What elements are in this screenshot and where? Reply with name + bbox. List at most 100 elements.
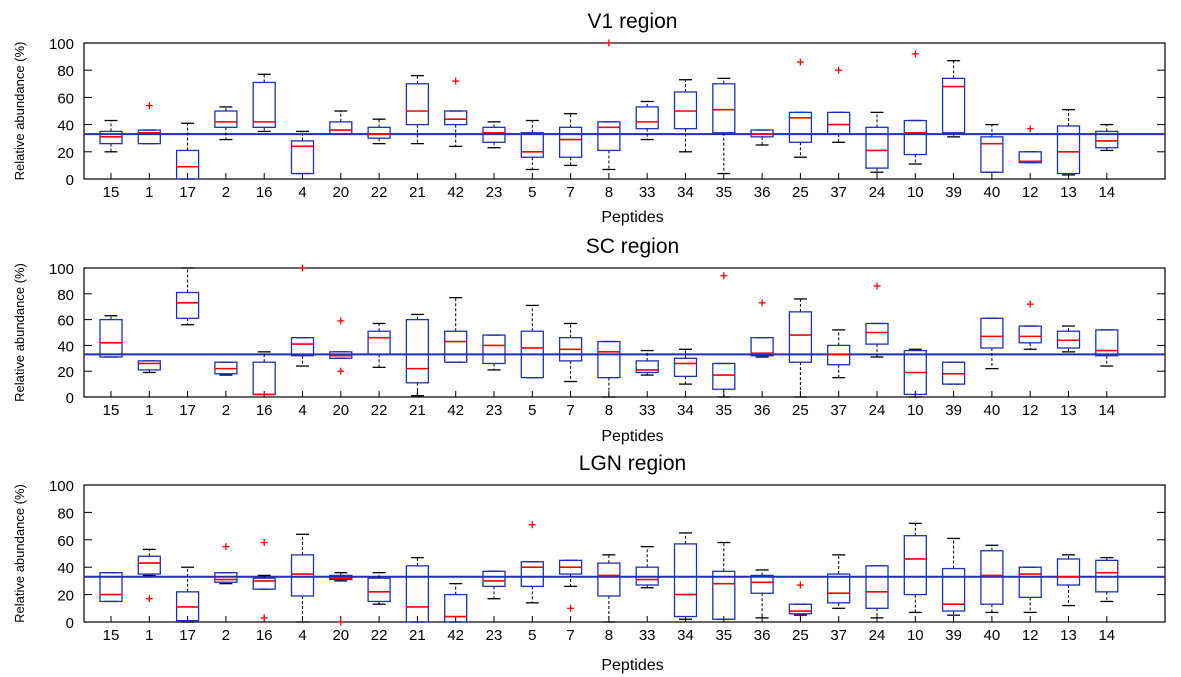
x-tick-label: 37 (830, 402, 847, 419)
box-iqr (252, 81, 276, 128)
y-tick-label: 0 (66, 172, 74, 189)
x-tick-label: 36 (754, 402, 771, 419)
x-tick-label: 33 (639, 184, 656, 201)
panel-title: LGN region (579, 452, 686, 475)
box-iqr (290, 554, 315, 597)
box-20: 20 (329, 572, 353, 644)
box-5: 5 (520, 521, 544, 644)
x-tick-label: 17 (179, 402, 196, 419)
x-tick-label: 1 (145, 184, 153, 201)
box-iqr (329, 121, 353, 135)
box-iqr (444, 593, 468, 623)
box-25: 25 (788, 581, 813, 644)
x-tick-label: 25 (792, 402, 809, 419)
box-iqr (214, 110, 238, 128)
x-tick-label: 5 (528, 402, 536, 419)
box-iqr (788, 111, 813, 143)
box-iqr (520, 561, 544, 588)
outlier-marker (260, 614, 268, 622)
y-tick-label: 20 (57, 145, 74, 162)
x-tick-label: 8 (605, 402, 613, 419)
x-tick-label: 13 (1060, 402, 1077, 419)
x-tick-label: 34 (677, 627, 694, 644)
x-tick-label: 25 (792, 627, 809, 644)
x-tick-label: 4 (298, 184, 306, 201)
box-iqr (673, 543, 698, 618)
x-tick-label: 21 (409, 184, 426, 201)
x-tick-label: 10 (907, 402, 924, 419)
box-12: 12 (1018, 300, 1042, 419)
x-tick-label: 40 (984, 184, 1001, 201)
outlier-marker (222, 543, 230, 551)
box-22: 22 (367, 572, 391, 644)
box-22: 22 (367, 118, 391, 201)
box-13: 13 (1056, 325, 1081, 419)
box-1: 1 (137, 548, 161, 644)
x-tick-label: 39 (945, 402, 962, 419)
axes-frame (83, 267, 1166, 398)
x-tick-label: 8 (605, 627, 613, 644)
box-iqr (1018, 325, 1042, 344)
x-tick-label: 33 (639, 402, 656, 419)
box-iqr (1056, 125, 1081, 175)
box-iqr (865, 126, 889, 169)
x-axis-label: Peptides (601, 428, 663, 445)
outlier-marker (796, 581, 804, 589)
panel-title: SC region (586, 235, 679, 258)
box-35: 35 (712, 272, 736, 419)
x-tick-label: 12 (1022, 402, 1039, 419)
x-tick-label: 35 (715, 184, 732, 201)
x-axis-label: Peptides (601, 657, 663, 674)
box-5: 5 (520, 304, 544, 419)
box-iqr (290, 337, 315, 357)
box-23: 23 (482, 570, 506, 644)
box-iqr (980, 550, 1004, 605)
box-8: 8 (597, 554, 621, 644)
axes-frame (83, 484, 1166, 623)
box-35: 35 (712, 77, 736, 201)
x-tick-label: 22 (371, 402, 388, 419)
y-tick-label: 100 (49, 261, 74, 278)
box-17: 17 (175, 267, 200, 419)
box-iqr (137, 129, 161, 145)
box-35: 35 (712, 541, 736, 644)
box-iqr (444, 110, 468, 126)
panel-3: LGN region 0 20 40 60 80 100 Relative abundance… (12, 452, 1166, 674)
box-iqr (137, 360, 161, 371)
x-tick-label: 2 (222, 184, 230, 201)
box-14: 14 (1095, 329, 1119, 419)
y-tick-label: 40 (57, 118, 74, 135)
x-tick-label: 42 (447, 184, 464, 201)
box-4: 4 (290, 264, 315, 419)
x-tick-label: 20 (332, 184, 349, 201)
box-iqr (482, 570, 506, 588)
x-tick-label: 25 (792, 184, 809, 201)
box-14: 14 (1095, 123, 1119, 201)
outlier-marker (145, 595, 153, 603)
box-23: 23 (482, 334, 506, 419)
outlier-marker (299, 264, 306, 272)
box-37: 37 (827, 554, 851, 644)
x-tick-label: 24 (869, 184, 886, 201)
box-iqr (635, 566, 659, 586)
x-tick-label: 40 (984, 402, 1001, 419)
box-iqr (635, 106, 659, 130)
box-iqr (99, 572, 123, 603)
box-4: 4 (290, 130, 315, 201)
x-tick-label: 14 (1098, 184, 1115, 201)
y-tick-label: 0 (66, 615, 74, 632)
box-iqr (405, 318, 430, 384)
box-36: 36 (750, 299, 774, 419)
box-iqr (903, 119, 927, 156)
y-tick-label: 20 (57, 364, 74, 381)
box-iqr (482, 126, 506, 143)
box-36: 36 (750, 129, 774, 201)
box-40: 40 (980, 123, 1004, 201)
outlier-marker (337, 618, 345, 626)
box-10: 10 (903, 50, 927, 201)
y-tick-label: 0 (66, 390, 74, 407)
x-tick-label: 14 (1098, 627, 1115, 644)
x-tick-label: 24 (869, 402, 886, 419)
x-tick-label: 36 (754, 184, 771, 201)
box-34: 34 (673, 79, 698, 201)
